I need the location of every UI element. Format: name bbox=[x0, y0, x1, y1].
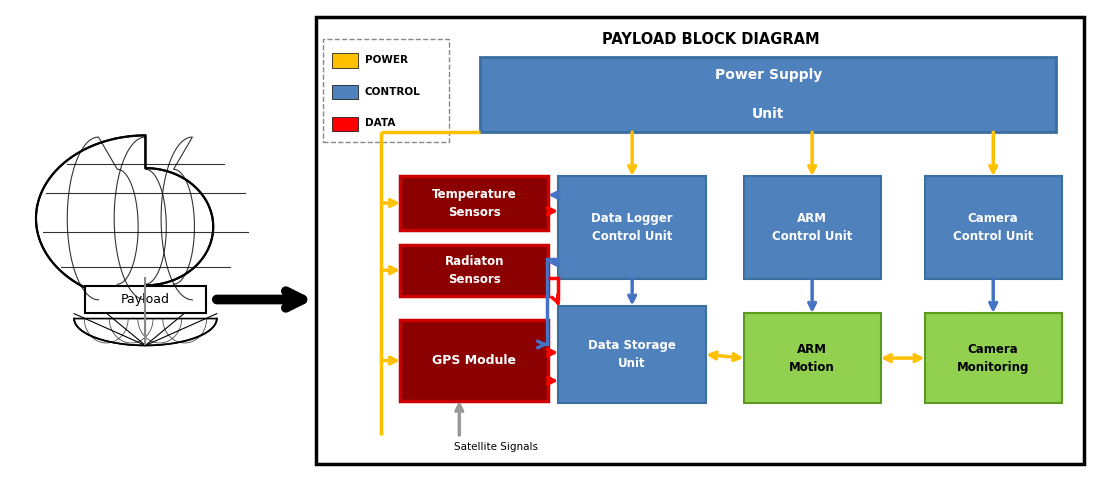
Bar bbox=[743, 176, 880, 279]
Bar bbox=[743, 313, 880, 403]
Bar bbox=[480, 56, 1057, 132]
Text: Data Logger
Control Unit: Data Logger Control Unit bbox=[591, 212, 673, 243]
Bar bbox=[558, 306, 706, 403]
Bar bbox=[924, 176, 1062, 279]
Text: ARM
Motion: ARM Motion bbox=[790, 343, 835, 373]
Text: CONTROL: CONTROL bbox=[365, 86, 420, 97]
Bar bbox=[332, 85, 358, 99]
Bar bbox=[332, 117, 358, 131]
Bar bbox=[85, 286, 206, 313]
Text: Power Supply

Unit: Power Supply Unit bbox=[715, 68, 822, 121]
Text: Satellite Signals: Satellite Signals bbox=[453, 443, 538, 453]
Text: POWER: POWER bbox=[365, 55, 408, 65]
Polygon shape bbox=[74, 319, 217, 345]
Bar bbox=[400, 320, 548, 401]
Bar bbox=[558, 176, 706, 279]
Bar bbox=[332, 53, 358, 68]
Text: ARM
Control Unit: ARM Control Unit bbox=[772, 212, 853, 243]
Text: Camera
Monitoring: Camera Monitoring bbox=[957, 343, 1029, 373]
Text: Radiaton
Sensors: Radiaton Sensors bbox=[445, 255, 504, 286]
Text: Temperature
Sensors: Temperature Sensors bbox=[431, 188, 516, 218]
Text: Payload: Payload bbox=[121, 293, 170, 306]
Text: Data Storage
Unit: Data Storage Unit bbox=[588, 339, 676, 370]
Bar bbox=[924, 313, 1062, 403]
Bar bbox=[315, 17, 1084, 464]
Bar bbox=[400, 176, 548, 230]
Text: GPS Module: GPS Module bbox=[432, 354, 516, 367]
Bar bbox=[323, 40, 449, 142]
Text: PAYLOAD BLOCK DIAGRAM: PAYLOAD BLOCK DIAGRAM bbox=[602, 32, 820, 47]
Polygon shape bbox=[36, 135, 213, 301]
Text: Camera
Control Unit: Camera Control Unit bbox=[953, 212, 1034, 243]
Bar bbox=[400, 245, 548, 296]
Text: DATA: DATA bbox=[365, 119, 395, 128]
